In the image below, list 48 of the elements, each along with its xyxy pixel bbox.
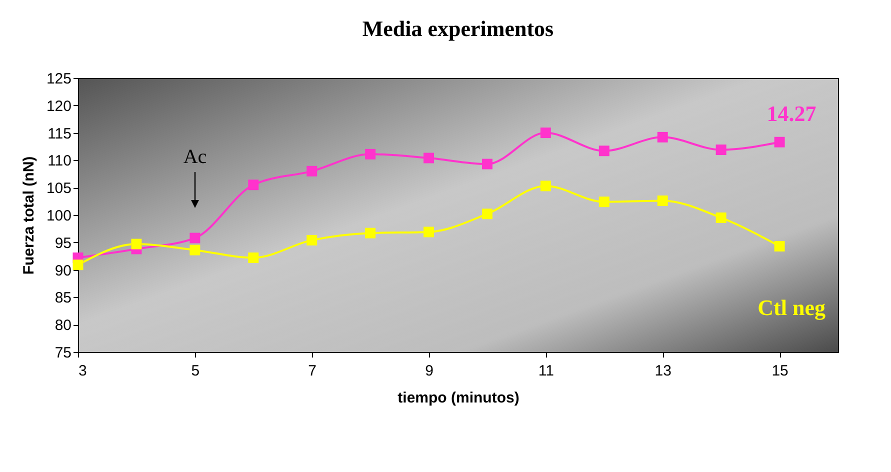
y-tick-label: 75 xyxy=(54,344,72,362)
point xyxy=(657,196,668,206)
x-tick-label: 9 xyxy=(425,362,434,380)
y-axis-title: Fuerza total (nN) xyxy=(20,156,38,275)
point xyxy=(248,180,259,190)
point xyxy=(540,128,551,138)
point xyxy=(248,252,259,263)
y-tick-label: 100 xyxy=(46,208,72,224)
y-tick-label: 95 xyxy=(54,234,72,252)
x-tick-label: 3 xyxy=(78,362,87,380)
y-tick-label: 80 xyxy=(54,317,72,334)
y-tick-label: 115 xyxy=(48,125,72,142)
y-tick-label: 105 xyxy=(46,180,72,198)
x-tick-label: 7 xyxy=(308,362,317,380)
text: Ctl neg xyxy=(758,295,826,320)
chart-title: Media experimentos xyxy=(362,16,554,41)
point xyxy=(598,146,610,156)
point xyxy=(424,226,434,238)
y-tick-label: 90 xyxy=(54,262,72,280)
y-tick-label: 125 xyxy=(46,70,72,88)
point xyxy=(540,180,551,192)
point xyxy=(716,212,726,223)
point xyxy=(365,148,376,160)
point xyxy=(306,166,318,176)
point xyxy=(72,260,84,270)
point xyxy=(598,196,610,208)
point xyxy=(131,238,142,250)
point xyxy=(365,228,376,238)
point xyxy=(657,132,668,142)
point xyxy=(424,152,434,164)
point xyxy=(190,244,200,256)
point xyxy=(774,240,785,252)
point xyxy=(774,136,785,148)
x-axis-title: tiempo (minutos) xyxy=(398,390,520,406)
x-tick-label: 11 xyxy=(538,362,554,380)
point xyxy=(482,158,492,170)
y-tick-label: 110 xyxy=(48,152,72,170)
point xyxy=(716,144,726,156)
y-tick-label: 85 xyxy=(54,290,72,307)
annotation: Ac xyxy=(183,146,207,168)
x-tick-label: 13 xyxy=(654,362,672,380)
point xyxy=(482,208,492,220)
y-tick-label: 120 xyxy=(46,98,72,115)
point xyxy=(190,232,200,244)
x-tick-label: 15 xyxy=(772,362,788,380)
point xyxy=(306,234,318,246)
series-label: 14.27 xyxy=(766,101,816,126)
x-tick-label: 5 xyxy=(191,362,200,380)
